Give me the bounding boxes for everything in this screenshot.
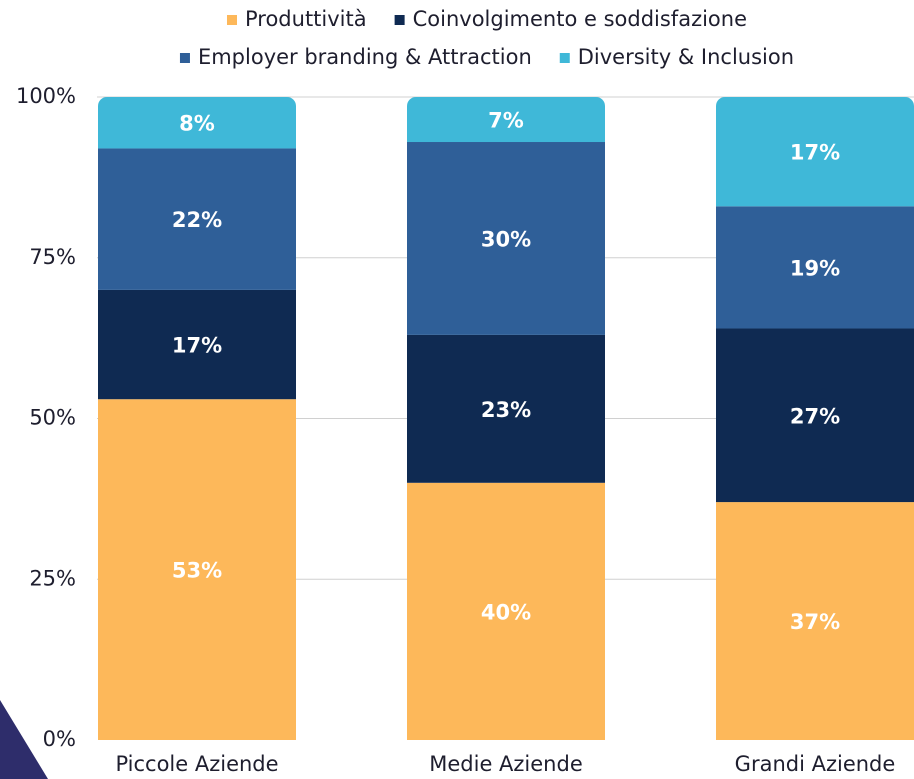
y-tick-label: 50% <box>29 406 76 430</box>
legend-swatch <box>559 53 570 63</box>
bar-segment <box>407 334 605 483</box>
bar-segment <box>716 206 914 329</box>
y-tick-label: 0% <box>43 727 76 751</box>
bar-segment <box>98 399 296 740</box>
value-label: 17% <box>172 334 222 358</box>
legend-label: Coinvolgimento e soddisfazione <box>413 7 747 31</box>
decoration <box>0 700 48 779</box>
value-label: 19% <box>790 256 840 280</box>
legend-swatch <box>226 15 237 25</box>
legend-swatch <box>179 53 190 63</box>
legend-label: Produttività <box>245 7 367 31</box>
bar-segment <box>716 328 914 503</box>
value-label: 37% <box>790 610 840 634</box>
value-label: 8% <box>179 112 215 136</box>
y-tick-label: 75% <box>29 245 76 269</box>
value-label: 7% <box>488 109 524 133</box>
legend-swatch <box>394 15 405 25</box>
value-label: 22% <box>172 208 222 232</box>
bar-segment <box>407 482 605 740</box>
value-label: 23% <box>481 398 531 422</box>
bar-segment <box>407 97 605 143</box>
value-label: 40% <box>481 600 531 624</box>
bar-segment <box>716 97 914 207</box>
x-tick-label: Piccole Aziende <box>115 752 278 776</box>
bar-group <box>98 97 296 740</box>
y-tick-label: 100% <box>16 84 76 108</box>
bar-segment <box>407 142 605 335</box>
value-label: 17% <box>790 141 840 165</box>
bar-group <box>407 97 605 740</box>
bar-segment <box>98 148 296 290</box>
x-tick-label: Medie Aziende <box>429 752 583 776</box>
value-label: 53% <box>172 559 222 583</box>
bar-segment <box>98 289 296 400</box>
legend-label: Diversity & Inclusion <box>578 45 794 69</box>
legend-label: Employer branding & Attraction <box>198 45 532 69</box>
x-tick-label: Grandi Aziende <box>735 752 896 776</box>
value-label: 30% <box>481 227 531 251</box>
value-label: 27% <box>790 404 840 428</box>
bar-segment <box>716 502 914 740</box>
bar-segment <box>98 97 296 149</box>
bar-group <box>716 97 914 740</box>
y-tick-label: 25% <box>29 566 76 590</box>
